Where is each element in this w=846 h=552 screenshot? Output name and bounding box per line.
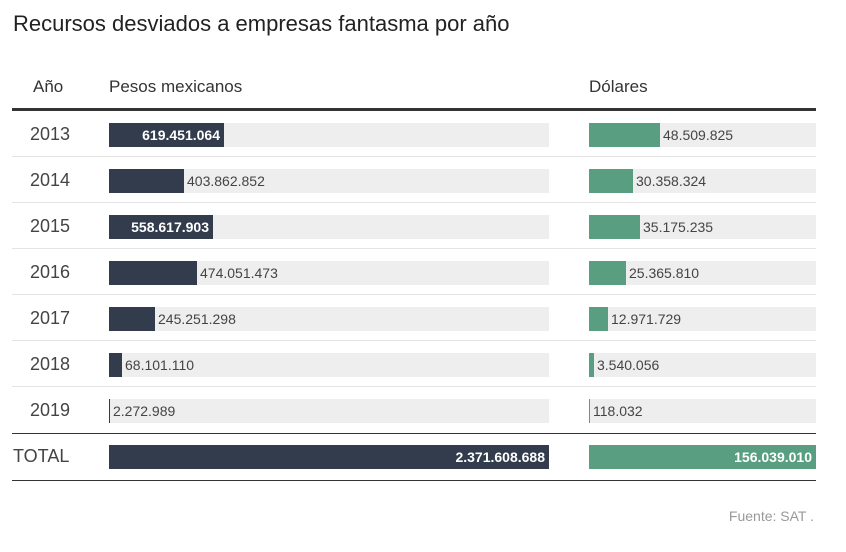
total-row: TOTAL 2.371.608.688 156.039.010: [0, 433, 846, 479]
header-year: Año: [33, 77, 64, 96]
row-divider: [12, 156, 816, 157]
table-row: 2016 474.051.473 25.365.810: [0, 249, 846, 295]
dolares-bar: [589, 353, 594, 377]
pesos-bar: [109, 123, 224, 147]
pesos-bar: [109, 307, 155, 331]
year-label: 2018: [30, 354, 71, 374]
dolares-track: 12.971.729: [589, 307, 816, 331]
dolares-track: 30.358.324: [589, 169, 816, 193]
dolares-value: 48.509.825: [663, 127, 734, 143]
dolares-track: 118.032: [589, 399, 816, 423]
pesos-value: 245.251.298: [158, 311, 236, 327]
pesos-value: 2.272.989: [113, 403, 176, 419]
pesos-bar: [109, 215, 213, 239]
pesos-track: 619.451.064: [109, 123, 549, 147]
dolares-bar: [589, 261, 626, 285]
row-divider: [12, 248, 816, 249]
year-label: 2017: [30, 308, 71, 328]
row-divider: [12, 202, 816, 203]
table-row: 2014 403.862.852 30.358.324: [0, 157, 846, 203]
table-row: 2015 558.617.903 35.175.235: [0, 203, 846, 249]
pesos-value: 403.862.852: [187, 173, 265, 189]
header-dolares: Dólares: [589, 77, 648, 96]
year-label: 2013: [30, 124, 71, 144]
pesos-bar: [109, 261, 197, 285]
dolares-track: 35.175.235: [589, 215, 816, 239]
pesos-bar: [109, 399, 110, 423]
total-rule: [12, 433, 816, 434]
total-dolares-bar: [589, 445, 816, 469]
chart-title: Recursos desviados a empresas fantasma p…: [13, 11, 510, 36]
pesos-bar: [109, 169, 184, 193]
pesos-value: 619.451.064: [142, 127, 220, 143]
total-pesos-track: 2.371.608.688: [109, 445, 549, 469]
row-divider: [12, 340, 816, 341]
pesos-value: 558.617.903: [131, 219, 209, 235]
pesos-track: 558.617.903: [109, 215, 549, 239]
total-pesos-bar: [109, 445, 549, 469]
year-label: 2015: [30, 216, 71, 236]
pesos-track: 2.272.989: [109, 399, 549, 423]
table-row: 2018 68.101.110 3.540.056: [0, 341, 846, 387]
dolares-value: 3.540.056: [597, 357, 660, 373]
dolares-value: 30.358.324: [636, 173, 707, 189]
row-divider: [12, 294, 816, 295]
header-pesos: Pesos mexicanos: [109, 77, 243, 96]
total-label: TOTAL: [13, 446, 70, 466]
dolares-bar: [589, 215, 640, 239]
pesos-bar: [109, 353, 122, 377]
year-label: 2016: [30, 262, 71, 282]
dolares-value: 25.365.810: [629, 265, 700, 281]
table-row: 2019 2.272.989 118.032: [0, 387, 846, 433]
year-label: 2014: [30, 170, 71, 190]
dolares-bar: [589, 307, 608, 331]
dolares-bar: [589, 169, 633, 193]
pesos-track: 403.862.852: [109, 169, 549, 193]
source-note: Fuente: SAT .: [728, 508, 814, 524]
pesos-value: 68.101.110: [125, 357, 195, 373]
row-divider: [12, 386, 816, 387]
dolares-track: 25.365.810: [589, 261, 816, 285]
year-label: 2019: [30, 400, 71, 420]
total-pesos-value: 2.371.608.688: [455, 449, 545, 465]
dolares-bar: [589, 123, 660, 147]
table-row: 2013 619.451.064 48.509.825: [0, 111, 846, 157]
total-dolares-track: 156.039.010: [589, 445, 816, 469]
dolares-value: 118.032: [593, 403, 643, 419]
pesos-track: 474.051.473: [109, 261, 549, 285]
pesos-track: 245.251.298: [109, 307, 549, 331]
header-rule: [12, 108, 816, 111]
pesos-track: 68.101.110: [109, 353, 549, 377]
dolares-bar: [589, 399, 590, 423]
pesos-value: 474.051.473: [200, 265, 278, 281]
dolares-track: 3.540.056: [589, 353, 816, 377]
total-dolares-value: 156.039.010: [734, 449, 812, 465]
dolares-value: 12.971.729: [611, 311, 682, 327]
table-row: 2017 245.251.298 12.971.729: [0, 295, 846, 341]
bottom-rule: [12, 480, 816, 481]
dolares-track: 48.509.825: [589, 123, 816, 147]
dolares-value: 35.175.235: [643, 219, 714, 235]
